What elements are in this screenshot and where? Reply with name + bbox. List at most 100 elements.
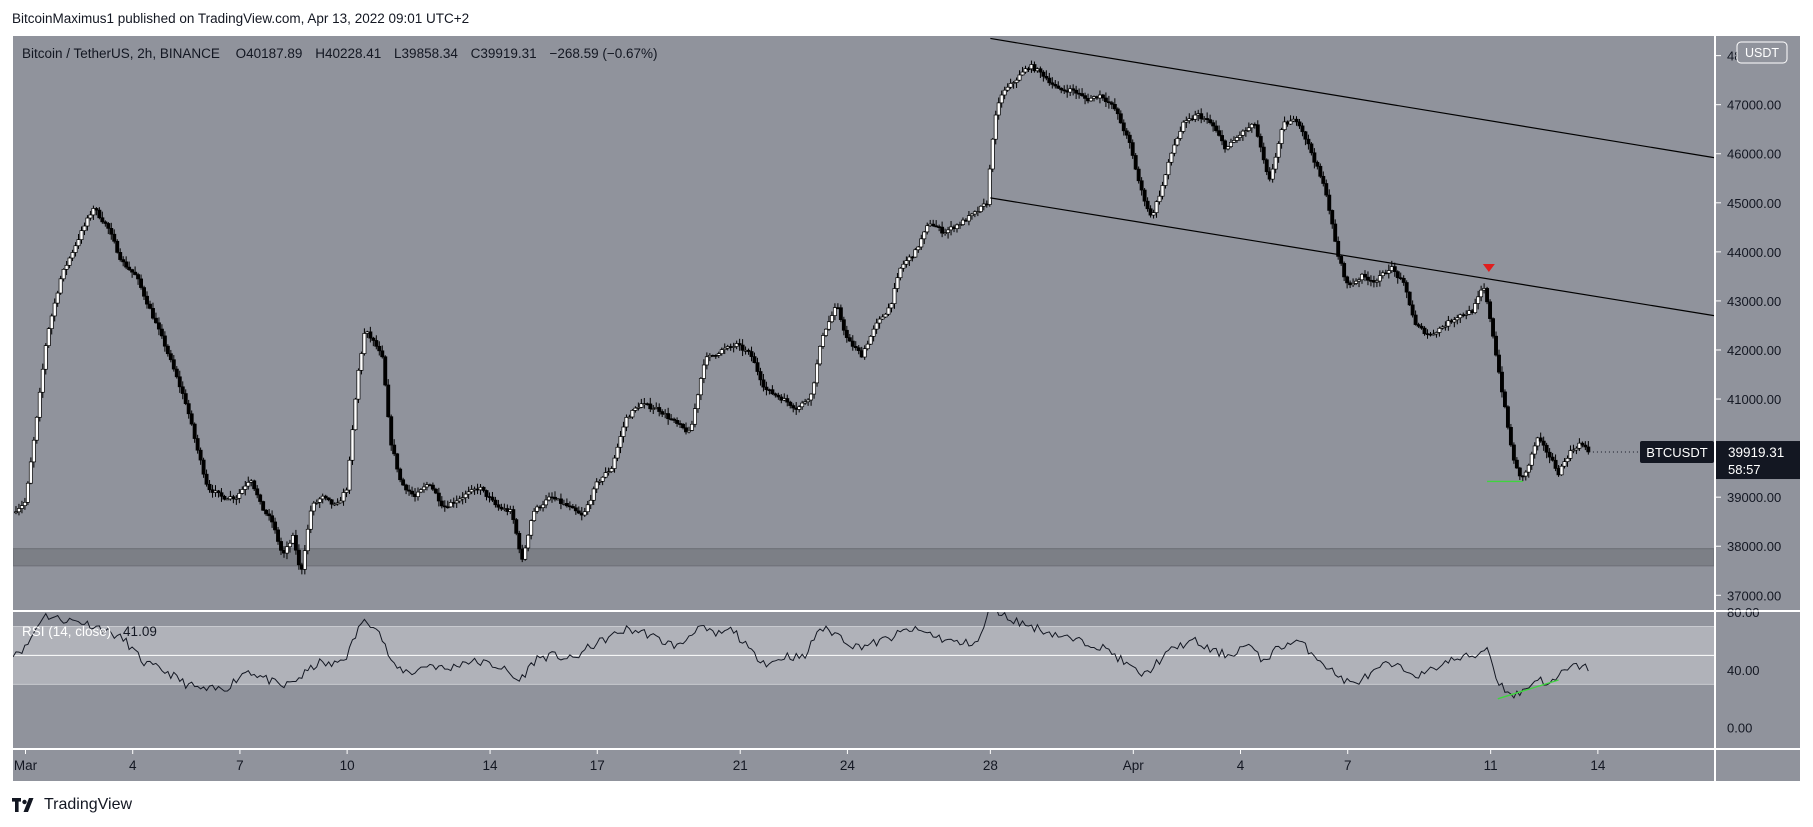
candle-body bbox=[195, 438, 200, 451]
candle-body bbox=[1327, 194, 1332, 211]
candle bbox=[293, 529, 298, 555]
candle-body bbox=[1294, 118, 1299, 123]
candle-body bbox=[871, 328, 876, 337]
candle bbox=[1351, 278, 1356, 287]
axes: 37000.0038000.0039000.0040000.0041000.00… bbox=[13, 36, 1800, 781]
candle bbox=[493, 496, 498, 508]
candle-body bbox=[573, 507, 578, 512]
candle bbox=[657, 403, 662, 417]
candle bbox=[1121, 119, 1126, 136]
candle bbox=[630, 409, 635, 419]
candle-body bbox=[37, 391, 42, 418]
candle-body bbox=[159, 328, 164, 337]
candle-body bbox=[1404, 282, 1409, 293]
price-tick-label: 41000.00 bbox=[1727, 392, 1781, 407]
candle-body bbox=[969, 213, 974, 217]
candle bbox=[61, 268, 66, 282]
candle-body bbox=[1148, 208, 1153, 216]
candle-body bbox=[582, 511, 587, 516]
candle bbox=[1148, 205, 1153, 218]
candle-body bbox=[1193, 114, 1198, 120]
candle bbox=[1547, 448, 1552, 464]
candle bbox=[1446, 315, 1451, 331]
candle-body bbox=[1410, 304, 1415, 316]
candle bbox=[940, 221, 945, 238]
candle-body bbox=[517, 533, 522, 550]
candle bbox=[1336, 236, 1341, 260]
candle-body bbox=[791, 405, 796, 409]
candle bbox=[1502, 389, 1507, 409]
candle bbox=[1160, 181, 1165, 200]
candle bbox=[990, 137, 995, 173]
candle bbox=[1497, 349, 1501, 375]
candle bbox=[1005, 83, 1010, 92]
candle bbox=[758, 367, 763, 386]
candle-body bbox=[469, 489, 474, 493]
candle-body bbox=[311, 502, 316, 512]
price-tick-label: 38000.00 bbox=[1727, 539, 1781, 554]
candle-body bbox=[740, 344, 745, 351]
candle-body bbox=[67, 257, 72, 266]
candle bbox=[85, 215, 90, 231]
candle-body bbox=[392, 444, 397, 455]
candle-body bbox=[466, 491, 471, 495]
candle-body bbox=[156, 322, 161, 330]
candle bbox=[1511, 442, 1516, 464]
candle-body bbox=[1071, 88, 1076, 91]
candle bbox=[1127, 131, 1132, 149]
candle bbox=[1410, 300, 1415, 318]
price-tick-label: 39000.00 bbox=[1727, 490, 1781, 505]
candle bbox=[684, 422, 688, 435]
candle bbox=[1544, 442, 1549, 459]
currency-badge[interactable]: USDT bbox=[1736, 41, 1788, 64]
candle bbox=[168, 349, 173, 363]
candle-body bbox=[1038, 68, 1043, 73]
candle-body bbox=[853, 346, 858, 349]
candle-body bbox=[1127, 134, 1132, 143]
candle bbox=[255, 485, 260, 499]
candle bbox=[1044, 70, 1049, 81]
candle-body bbox=[770, 389, 775, 395]
candle bbox=[862, 345, 867, 360]
candle bbox=[719, 347, 724, 356]
candle bbox=[1491, 317, 1495, 339]
candle bbox=[919, 234, 924, 250]
candle-body bbox=[55, 292, 60, 304]
candle bbox=[416, 487, 420, 501]
main-pane bbox=[13, 37, 1714, 575]
candle bbox=[901, 260, 906, 272]
candle-body bbox=[946, 229, 951, 234]
rsi-legend: RSI (14, close) 41.09 bbox=[22, 624, 157, 639]
tradingview-brand[interactable]: TradingView bbox=[12, 796, 132, 814]
candle-body bbox=[252, 480, 257, 490]
candle bbox=[999, 90, 1004, 108]
candle bbox=[1136, 166, 1141, 184]
candle bbox=[171, 355, 176, 372]
candle-body bbox=[64, 264, 69, 270]
channel-lower-line bbox=[990, 197, 1714, 317]
candle-body bbox=[1562, 461, 1567, 467]
candle bbox=[1071, 84, 1076, 96]
candle-body bbox=[1476, 296, 1481, 304]
candle-body bbox=[1544, 444, 1549, 453]
candle bbox=[1184, 116, 1189, 128]
candle-body bbox=[43, 345, 48, 370]
candle bbox=[174, 366, 179, 379]
candle-body bbox=[868, 336, 873, 345]
candle bbox=[419, 488, 423, 494]
candle-body bbox=[1279, 129, 1284, 144]
candle bbox=[627, 414, 632, 419]
candle bbox=[1166, 159, 1171, 180]
candle bbox=[383, 355, 388, 387]
candle bbox=[484, 489, 489, 501]
candle-body bbox=[61, 269, 66, 280]
candle bbox=[1124, 128, 1129, 139]
candle bbox=[445, 500, 450, 509]
time-tick-label: 17 bbox=[590, 758, 605, 773]
candle bbox=[1312, 148, 1317, 169]
candle-body bbox=[609, 468, 614, 472]
candle bbox=[1264, 158, 1269, 176]
candle bbox=[764, 381, 769, 396]
candle bbox=[231, 494, 236, 504]
